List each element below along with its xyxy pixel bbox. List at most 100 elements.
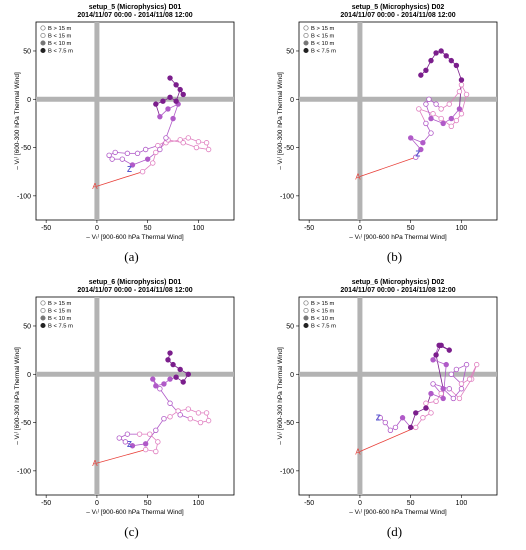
x-tick-label: 50 — [407, 225, 415, 232]
data-point — [448, 371, 455, 377]
data-point — [167, 94, 173, 101]
y-tick-label: 0 — [27, 372, 31, 379]
data-point — [458, 381, 465, 387]
data-point — [377, 415, 383, 421]
trajectory-segment — [96, 449, 146, 464]
x-tick-label: -50 — [304, 225, 314, 232]
data-point — [438, 390, 444, 397]
data-point — [129, 162, 136, 168]
data-point — [177, 412, 183, 418]
plot-frame — [35, 296, 235, 496]
data-point — [106, 152, 112, 158]
data-point — [456, 395, 463, 402]
legend-entry: B < 7.5 m — [48, 49, 73, 55]
legend-entry: B < 15 m — [48, 309, 72, 315]
start-marker-a: A — [355, 448, 361, 457]
data-point — [446, 101, 452, 107]
data-point — [129, 443, 136, 449]
data-point — [466, 376, 473, 382]
trajectory-segment — [461, 94, 467, 114]
data-point — [193, 144, 200, 151]
x-tick-label: 50 — [144, 225, 152, 232]
legend-entry: B < 10 m — [48, 316, 72, 322]
y-tick-label: -50 — [21, 145, 31, 152]
data-point — [428, 115, 434, 122]
x-tick-label: 0 — [95, 225, 99, 232]
trajectory — [96, 350, 212, 464]
legend-marker — [40, 307, 46, 314]
x-tick-label: -50 — [41, 225, 51, 232]
data-point — [463, 91, 470, 98]
legend-entry: B < 10 m — [48, 41, 72, 47]
legend-entry: B < 7.5 m — [311, 324, 336, 330]
data-point — [170, 115, 176, 122]
data-point — [428, 57, 434, 64]
data-point — [458, 386, 465, 392]
data-point — [150, 376, 156, 382]
chart-title: setup_6 (Microphysics) D01 — [89, 279, 182, 286]
trajectory-segment — [165, 118, 174, 139]
data-point — [428, 390, 434, 397]
data-point — [157, 386, 163, 392]
end-marker-z: Z — [376, 414, 381, 423]
data-point — [453, 62, 460, 69]
data-point — [433, 50, 439, 56]
legend-entry: B > 15 m — [48, 301, 72, 307]
legend-entry: B > 15 m — [311, 301, 335, 307]
x-tick-label: -50 — [304, 500, 314, 507]
data-point — [428, 130, 434, 136]
legend-entry: B > 15 m — [48, 26, 72, 32]
legend-marker — [40, 32, 46, 39]
chart-subtitle: 2014/11/07 00:00 - 2014/11/08 12:00 — [77, 287, 192, 294]
data-point — [153, 427, 159, 433]
legend-entry: B < 10 m — [311, 41, 335, 47]
data-point — [165, 106, 171, 112]
x-tick-label: 100 — [193, 225, 205, 232]
x-tick-label: 100 — [456, 500, 468, 507]
data-point — [438, 115, 444, 122]
y-tick-label: 50 — [23, 48, 31, 55]
trajectory-segment — [359, 427, 416, 452]
data-point — [392, 424, 399, 431]
data-point — [173, 374, 179, 380]
data-point — [180, 91, 186, 98]
data-point — [185, 135, 192, 141]
y-tick-label: 50 — [286, 48, 294, 55]
legend-marker — [303, 315, 309, 321]
caption-d: (d) — [386, 524, 403, 539]
data-point — [173, 82, 179, 88]
data-point — [153, 448, 159, 455]
data-point — [430, 357, 436, 363]
y-tick-label: -50 — [284, 420, 294, 427]
y-tick-label: 50 — [23, 323, 31, 330]
data-point — [458, 77, 465, 83]
data-point — [428, 410, 434, 416]
data-point — [423, 101, 429, 107]
data-point — [430, 111, 436, 117]
data-point — [448, 57, 455, 64]
data-point — [446, 347, 452, 353]
end-marker-z: Z — [127, 165, 132, 174]
caption-c: (c) — [124, 524, 139, 539]
legend-entry: B < 15 m — [311, 34, 335, 40]
trajectory-segment — [359, 156, 416, 177]
chart-subtitle: 2014/11/07 00:00 - 2014/11/08 12:00 — [340, 287, 455, 294]
y-tick-label: 50 — [286, 323, 294, 330]
data-point — [163, 135, 169, 141]
trajectory — [359, 48, 470, 177]
data-point — [180, 140, 186, 146]
data-point — [139, 169, 146, 175]
data-point — [157, 146, 163, 153]
data-point — [473, 361, 480, 368]
legend-entry: B < 7.5 m — [311, 49, 336, 55]
data-point — [399, 415, 406, 421]
trajectory-segment — [96, 171, 143, 187]
trajectory-segment — [435, 354, 444, 389]
data-point — [147, 431, 153, 437]
data-point — [203, 410, 210, 416]
data-point — [418, 146, 424, 153]
data-point — [443, 361, 449, 368]
legend-marker — [40, 315, 46, 321]
caption-b: (b) — [386, 249, 403, 264]
